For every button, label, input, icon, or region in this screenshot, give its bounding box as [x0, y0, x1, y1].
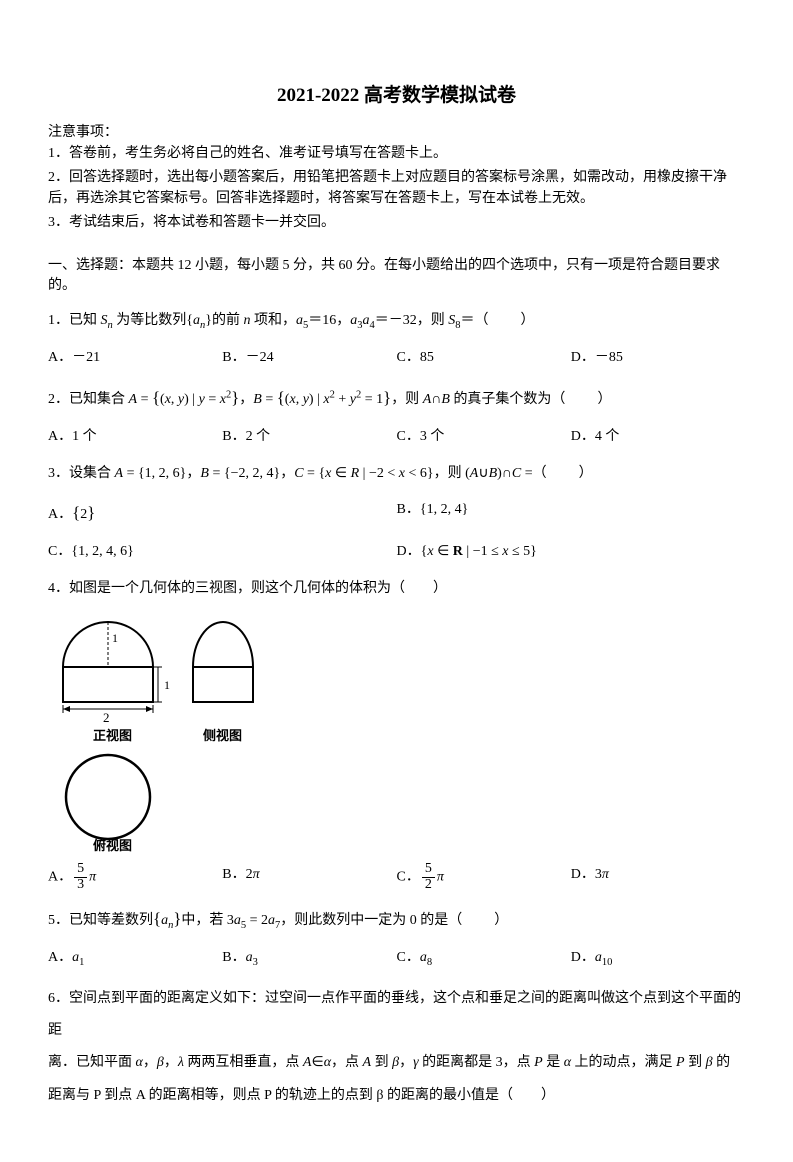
- q5-opt-a: A．a1: [48, 945, 222, 973]
- exam-title: 2021-2022 高考数学模拟试卷: [48, 80, 745, 107]
- svg-text:1: 1: [164, 678, 170, 692]
- notice-head: 注意事项：: [48, 121, 745, 141]
- q4-opt-d-label: D．: [571, 867, 595, 882]
- q1-stem: 1．已知 Sn 为等比数列{an}的前 n 项和，a5＝16，a3a4＝－32，…: [48, 308, 745, 336]
- question-6: 6．空间点到平面的距离定义如下：过空间一点作平面的垂线，这个点和垂足之间的距离叫…: [48, 983, 745, 1112]
- q2-opt-d: D．4 个: [571, 424, 745, 451]
- q4-options: A．53π B．2π C．52π D．3π: [48, 862, 745, 892]
- q1-opt-b: B．－24: [222, 345, 396, 372]
- question-1: 1．已知 Sn 为等比数列{an}的前 n 项和，a5＝16，a3a4＝－32，…: [48, 308, 745, 372]
- question-3: 3．设集合 A = {1, 2, 6}，B = {−2, 2, 4}，C = {…: [48, 461, 745, 566]
- q5-opt-c: C．a8: [397, 945, 571, 973]
- q3-options-ab: A．{2} B．{1, 2, 4}: [48, 497, 745, 529]
- q3-stem: 3．设集合 A = {1, 2, 6}，B = {−2, 2, 4}，C = {…: [48, 461, 745, 488]
- q5-a-label: A．: [48, 950, 72, 965]
- svg-text:2: 2: [103, 710, 110, 725]
- q3-options-cd: C．{1, 2, 4, 6} D．{x ∈ R | −1 ≤ x ≤ 5}: [48, 539, 745, 566]
- q3-opt-c-val: {1, 2, 4, 6}: [71, 544, 133, 559]
- q5-options: A．a1 B．a3 C．a8 D．a10: [48, 945, 745, 973]
- q5-opt-d: D．a10: [571, 945, 745, 973]
- notice-line-3: 3．考试结束后，将本试卷和答题卡一并交回。: [48, 212, 745, 234]
- q4-opt-d: D．3π: [571, 862, 745, 892]
- q5-d-label: D．: [571, 950, 595, 965]
- q3-opt-a: A．{2}: [48, 497, 397, 529]
- q2-options: A．1 个 B．2 个 C．3 个 D．4 个: [48, 424, 745, 451]
- q3-opt-b: B．{1, 2, 4}: [397, 497, 746, 529]
- q6-line-1: 6．空间点到平面的距离定义如下：过空间一点作平面的垂线，这个点和垂足之间的距离叫…: [48, 983, 745, 1047]
- notice-line-1: 1．答卷前，考生务必将自己的姓名、准考证号填写在答题卡上。: [48, 143, 745, 165]
- q4-opt-a: A．53π: [48, 862, 222, 892]
- q5-opt-b: B．a3: [222, 945, 396, 973]
- notice-line-2: 2．回答选择题时，选出每小题答案后，用铅笔把答题卡上对应题目的答案标号涂黑，如需…: [48, 167, 745, 210]
- page: 2021-2022 高考数学模拟试卷 注意事项： 1．答卷前，考生务必将自己的姓…: [0, 0, 793, 1162]
- q5-stem: 5．已知等差数列{an}中，若 3a5 = 2a7，则此数列中一定为 0 的是（…: [48, 903, 745, 936]
- question-2: 2．已知集合 A = {(x, y) | y = x2}，B = {(x, y)…: [48, 382, 745, 451]
- svg-text:1: 1: [112, 631, 118, 645]
- top-view-label: 俯视图: [93, 838, 132, 852]
- question-5: 5．已知等差数列{an}中，若 3a5 = 2a7，则此数列中一定为 0 的是（…: [48, 903, 745, 973]
- q1-opt-c: C．85: [397, 345, 571, 372]
- section-1-head: 一、选择题：本题共 12 小题，每小题 5 分，共 60 分。在每小题给出的四个…: [48, 254, 745, 294]
- side-view-label: 侧视图: [203, 728, 242, 743]
- q3-opt-b-val: {1, 2, 4}: [420, 502, 468, 517]
- notice-block: 注意事项： 1．答卷前，考生务必将自己的姓名、准考证号填写在答题卡上。 2．回答…: [48, 121, 745, 234]
- q5-b-label: B．: [222, 950, 245, 965]
- q2-stem: 2．已知集合 A = {(x, y) | y = x2}，B = {(x, y)…: [48, 382, 745, 414]
- q2-opt-b: B．2 个: [222, 424, 396, 451]
- q4-opt-b-label: B．: [222, 867, 245, 882]
- q5-c-label: C．: [397, 950, 420, 965]
- q4-stem: 4．如图是一个几何体的三视图，则这个几何体的体积为（ ）: [48, 576, 745, 603]
- q6-line-3: 距离与 P 到点 A 的距离相等，则点 P 的轨迹上的点到 β 的距离的最小值是…: [48, 1080, 745, 1112]
- three-view-svg: 1 1 2 正视图 侧视图: [48, 612, 268, 852]
- q1-options: A．－21 B．－24 C．85 D．－85: [48, 345, 745, 372]
- front-view-label: 正视图: [93, 728, 132, 743]
- q3-opt-c: C．{1, 2, 4, 6}: [48, 539, 397, 566]
- q2-opt-c: C．3 个: [397, 424, 571, 451]
- top-view: [66, 755, 150, 839]
- q2-opt-a: A．1 个: [48, 424, 222, 451]
- q3-opt-d: D．{x ∈ R | −1 ≤ x ≤ 5}: [397, 539, 746, 566]
- question-4: 4．如图是一个几何体的三视图，则这个几何体的体积为（ ） 1 1: [48, 576, 745, 893]
- q1-opt-a: A．－21: [48, 345, 222, 372]
- side-view: [193, 622, 253, 702]
- q1-opt-d: D．－85: [571, 345, 745, 372]
- q6-line-2: 离．已知平面 α，β，λ 两两互相垂直，点 A∈α，点 A 到 β，γ 的距离都…: [48, 1047, 745, 1079]
- front-view: 1 1 2: [63, 622, 170, 725]
- q4-opt-b: B．2π: [222, 862, 396, 892]
- q4-opt-c: C．52π: [397, 862, 571, 892]
- q4-figure: 1 1 2 正视图 侧视图: [48, 612, 745, 852]
